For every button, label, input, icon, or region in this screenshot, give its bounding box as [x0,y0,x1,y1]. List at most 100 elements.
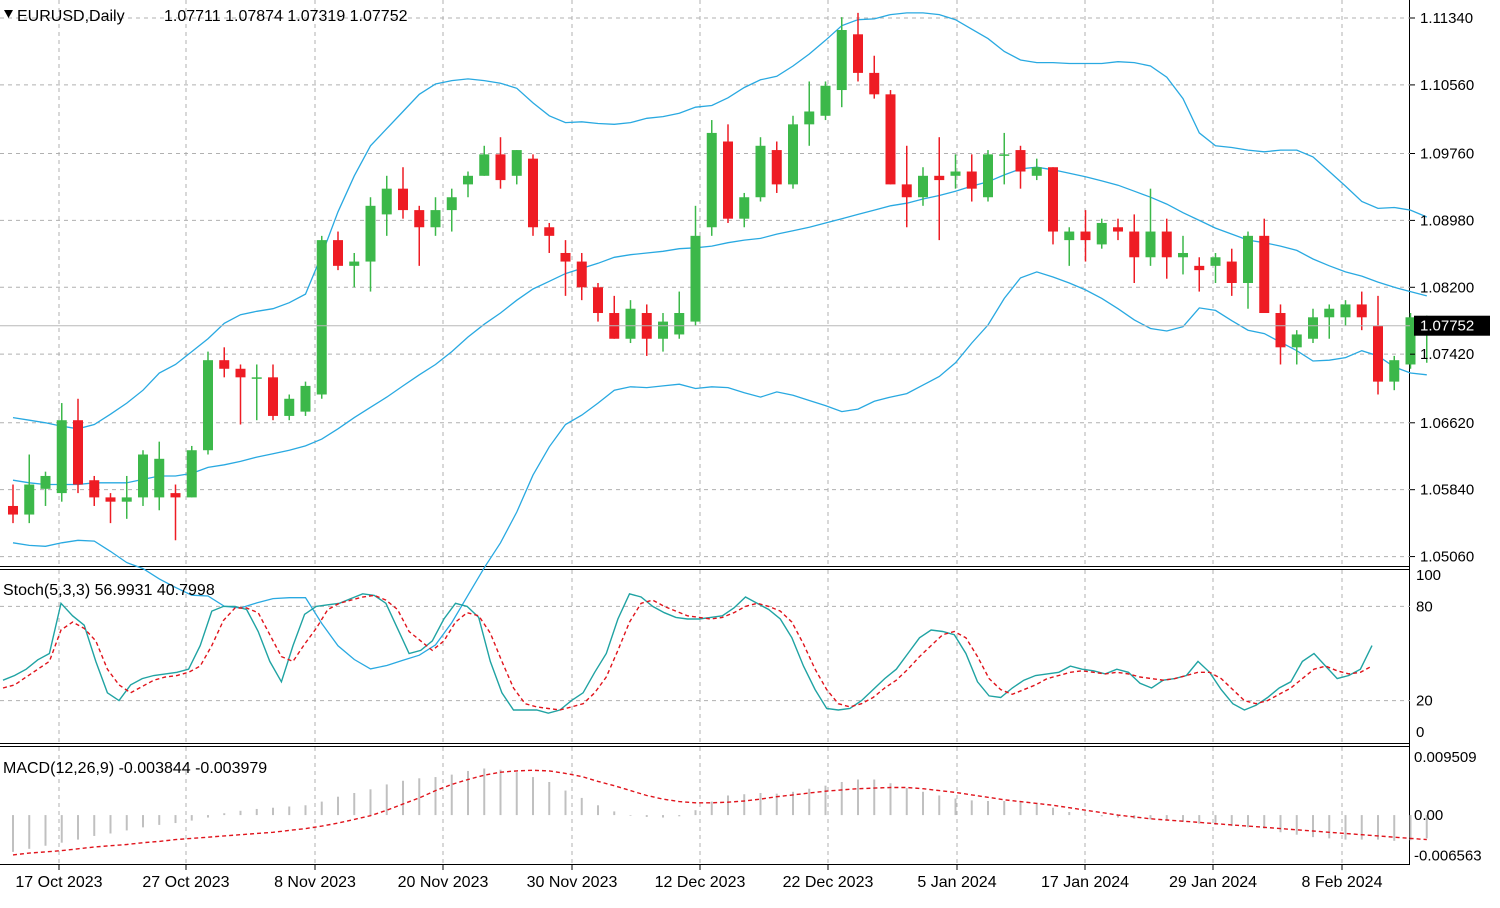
price-tick-label: 1.11340 [1420,10,1473,27]
current-price-label: 1.07752 [1420,318,1474,335]
candle-body [1048,167,1058,232]
stochastic-lines [2,592,1373,714]
date-tick-label: 8 Feb 2024 [1302,874,1383,891]
stochastic-label: Stoch(5,3,3) 56.9931 40.7998 [3,582,215,599]
candle-body [1015,150,1026,172]
candle-body [414,210,425,228]
candle-body [544,227,555,236]
date-tick-label: 17 Jan 2024 [1041,874,1129,891]
candle-body [24,484,35,515]
candle-body [1161,231,1172,258]
candle-body [1356,304,1367,318]
price-tick-label: 1.07420 [1420,346,1474,363]
bollinger-lower-band [12,271,1427,670]
price-tick-label: 1.08980 [1420,212,1474,229]
candle-body [869,72,880,95]
date-tick-label: 20 Nov 2023 [398,874,489,891]
candle-body [999,154,1010,156]
candle-body [1145,231,1156,258]
macd-axis: 0.009509 0.00 -0.006563 [1414,749,1482,865]
candle-body [706,132,717,228]
stochastic-axis: 100 80 20 0 [1416,567,1441,741]
date-tick-label: 29 Jan 2024 [1169,874,1257,891]
candle-body [788,124,798,185]
candle-body [235,368,246,378]
candle-body [1210,257,1221,266]
date-axis: 17 Oct 2023 27 Oct 2023 8 Nov 2023 20 Nov 2… [15,865,1383,891]
candle-body [1178,252,1188,258]
candle-body [739,197,750,219]
candle-body [463,175,473,185]
candle-body [901,184,912,198]
candle-body [349,261,360,266]
dropdown-triangle-icon[interactable] [4,10,13,18]
candle-body [1389,360,1400,382]
bollinger-bands [12,12,1428,670]
ohlc-values: 1.07711 1.07874 1.07319 1.07752 [164,8,408,25]
candle-body [219,360,230,369]
candle-body [1405,317,1416,365]
candle-body [593,287,603,314]
stochastic-tick-label: 80 [1416,598,1433,615]
candle-body [934,175,945,181]
candle-body [1308,317,1318,339]
candle-body [853,34,863,73]
candle-body [446,197,457,211]
price-tick-label: 1.05840 [1420,482,1474,499]
candle-body [511,150,522,176]
candle-body [333,240,343,266]
candle-body [1259,235,1270,314]
candle-body [381,188,392,215]
candle-body [674,313,685,335]
candle-body [1080,231,1091,241]
candle-body [1194,265,1205,271]
candle-body [804,111,815,125]
stochastic-panel[interactable]: Stoch(5,3,3) 56.9931 40.7998 [2,582,1373,714]
candle-body [430,210,441,228]
candle-body [89,480,100,498]
price-tick-label: 1.05060 [1420,549,1474,566]
chart-header: EURUSD,Daily 1.07711 1.07874 1.07319 1.0… [4,8,408,25]
candle-body [284,398,295,416]
candle-body [820,85,831,116]
candle-body [625,308,636,339]
date-tick-label: 30 Nov 2023 [527,874,618,891]
macd-tick-label: -0.006563 [1414,847,1482,864]
candle-body [1324,308,1335,318]
candle-body [121,497,132,502]
candle-body [528,158,538,228]
price-tick-label: 1.09760 [1420,146,1474,163]
stochastic-main-line [2,592,1373,714]
candle-body [950,171,961,176]
price-tick-label: 1.10560 [1420,77,1474,94]
candle-body [40,475,51,489]
bollinger-upper-band [12,12,1428,430]
macd-tick-label: 0.00 [1414,807,1443,824]
symbol-label: EURUSD,Daily [17,8,125,25]
candle-body [1340,304,1351,318]
candle-body [1275,313,1286,348]
date-tick-label: 8 Nov 2023 [274,874,356,891]
stochastic-tick-label: 0 [1416,724,1424,741]
candle-body [300,385,311,412]
price-panel[interactable] [0,12,1432,670]
candle-body [918,175,928,198]
candle-body [1373,325,1383,382]
date-tick-label: 22 Dec 2023 [783,874,874,891]
price-tick-label: 1.06620 [1420,415,1474,432]
candle-body [723,141,733,219]
current-price-tag: 1.07752 [1414,315,1490,336]
candle-body [836,30,847,91]
macd-panel[interactable]: MACD(12,26,9) -0.003844 -0.003979 [3,760,1428,856]
candle-body [8,505,18,515]
candle-body [576,261,587,288]
date-tick-label: 5 Jan 2024 [917,874,996,891]
candlesticks [8,12,1432,541]
stochastic-tick-label: 100 [1416,567,1441,584]
candle-body [1031,167,1042,176]
macd-label: MACD(12,26,9) -0.003844 -0.003979 [3,760,267,777]
candle-body [398,188,408,211]
candle-body [560,252,571,262]
bollinger-middle-band [12,166,1427,486]
